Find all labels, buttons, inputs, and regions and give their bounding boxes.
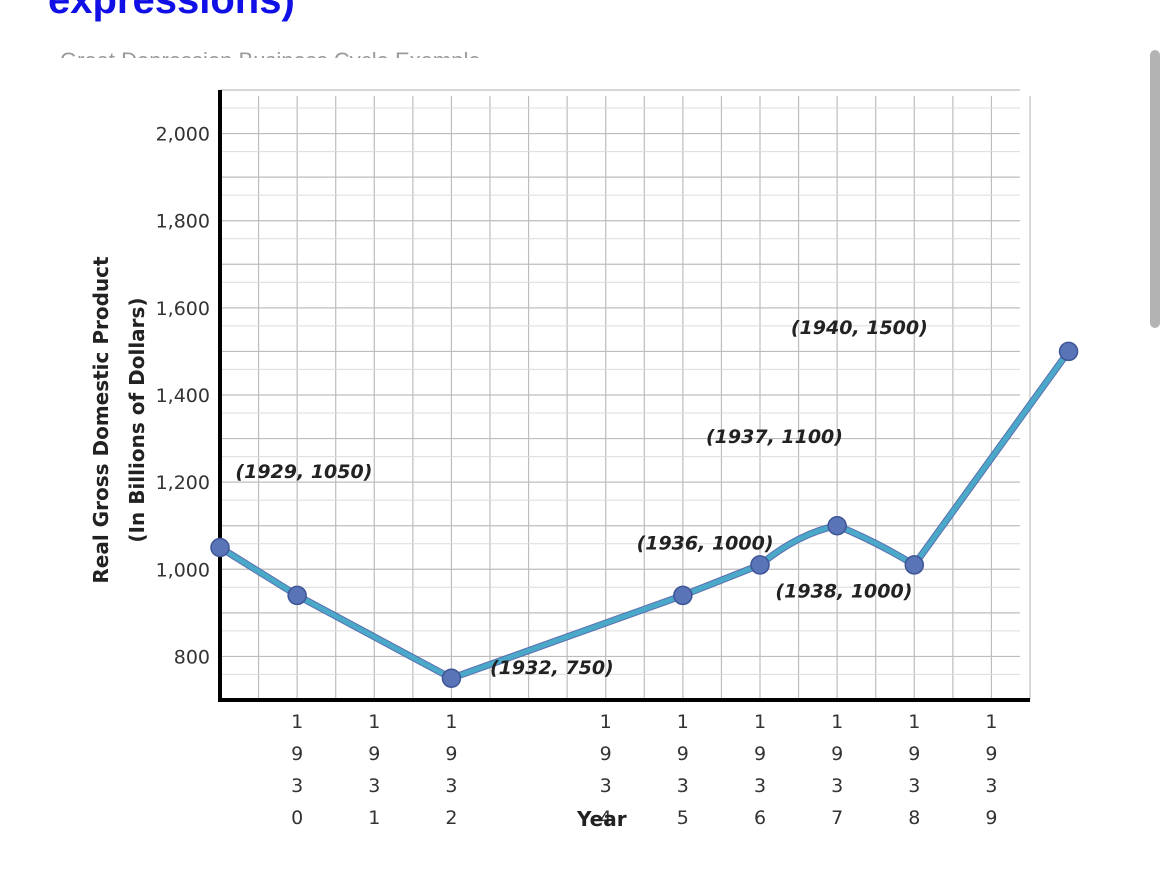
chart-grid [219,89,1031,700]
chart-axes [218,90,1030,702]
data-label: (1932, 750) [490,657,614,679]
y-tick-label: 2,000 [156,124,210,146]
y-tick-label: 1,200 [156,472,210,494]
data-point [1058,341,1079,362]
y-axis-label-units: (In Billions of Dollars) [125,297,149,542]
data-point [827,515,847,536]
x-axis-label: Year [576,807,627,831]
chart-points [210,341,1079,688]
data-label: (1940, 1500) [791,317,928,339]
y-tick-label: 1,600 [156,298,210,320]
data-point [210,537,230,558]
y-tick-label: 800 [174,646,210,668]
data-point [750,555,770,575]
data-point [287,585,307,606]
chart-annotations: (1929, 1050) (1932, 750) (1936, 1000) (1937… [235,317,927,679]
chart-series [216,347,1073,682]
page-subheading: Great Depression Business Cycle Example [60,44,481,58]
data-point [904,555,925,575]
y-axis-label: Real Gross Domestic Product [89,256,113,584]
data-point [441,668,462,688]
scrollbar[interactable] [1150,50,1160,328]
page-heading: expressions) [48,0,295,22]
data-point [673,585,693,606]
data-label: (1938, 1000) [775,581,912,603]
y-tick-label: 1,800 [156,211,210,233]
data-label: (1929, 1050) [235,461,372,483]
data-label: (1936, 1000) [637,533,774,555]
gdp-series-line [217,348,1072,681]
chart-ticks: 800 1,000 1,200 1,400 1,600 1,800 2,000 1 9 3 0 1 9 3… [156,124,998,829]
data-label: (1937, 1100) [706,426,843,448]
y-tick-label: 1,000 [156,559,210,581]
y-tick-label: 1,400 [156,385,210,407]
